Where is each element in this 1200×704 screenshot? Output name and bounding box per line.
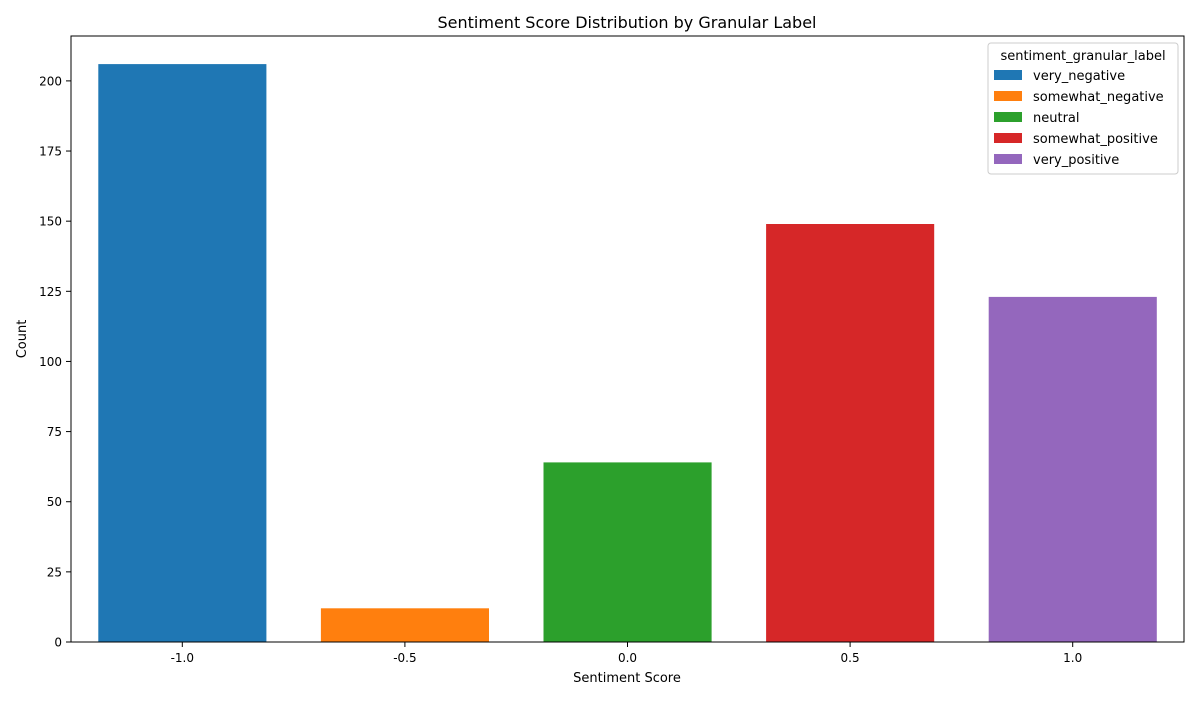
y-tick-label: 175 [39,145,62,159]
x-tick-label: 1.0 [1063,651,1082,665]
x-axis: -1.0 -0.5 0.0 0.5 1.0 [171,642,1082,665]
y-tick-label: 25 [47,565,62,579]
x-tick-label: 0.5 [841,651,860,665]
x-tick-label: 0.0 [618,651,637,665]
y-tick-label: 100 [39,355,62,369]
y-tick-label: 75 [47,425,62,439]
x-tick-label: -1.0 [171,651,194,665]
chart-title: Sentiment Score Distribution by Granular… [438,13,817,32]
y-tick-label: 200 [39,74,62,88]
bar-somewhat-negative [320,608,489,642]
legend-label-neutral: neutral [1033,111,1080,126]
legend-swatch-somewhat-negative [994,91,1022,101]
y-axis: 0 25 50 75 100 125 150 175 200 [39,74,71,650]
legend-box [987,42,1179,175]
y-axis-label: Count [15,320,30,359]
legend-label-somewhat-negative: somewhat_negative [1033,90,1164,105]
legend-swatch-very-negative [994,70,1022,80]
legend-label-very-negative: very_negative [1033,69,1125,84]
plot-frame [70,35,1185,643]
y-tick-label: 125 [39,285,62,299]
x-axis-label: Sentiment Score [573,671,681,686]
legend-swatch-very-positive [994,154,1022,164]
bar-very-negative [98,64,267,643]
bar-somewhat-positive [766,224,935,642]
y-tick-label: 150 [39,215,62,229]
legend: sentiment_granular_label very_negativeso… [987,42,1179,175]
legend-title: sentiment_granular_label [1000,49,1165,64]
bar-very-positive [988,296,1157,642]
legend-label-somewhat-positive: somewhat_positive [1033,132,1158,147]
bars-layer [98,64,1157,643]
x-tick-label: -0.5 [393,651,416,665]
y-tick-label: 0 [54,636,62,650]
legend-swatch-somewhat-positive [994,133,1022,143]
bar-neutral [543,462,712,642]
y-tick-label: 50 [47,495,62,509]
legend-swatch-neutral [994,112,1022,122]
legend-label-very-positive: very_positive [1033,153,1119,168]
